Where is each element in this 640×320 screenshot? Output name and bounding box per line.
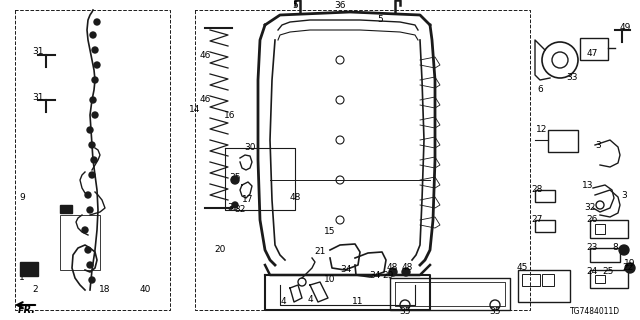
Text: 3: 3 [595, 140, 601, 149]
Text: 18: 18 [99, 285, 111, 294]
Text: 36: 36 [334, 2, 346, 11]
Text: 30: 30 [244, 143, 256, 153]
Circle shape [87, 207, 93, 213]
Bar [20, 262, 38, 276]
Text: 35: 35 [399, 308, 411, 316]
Text: 33: 33 [566, 74, 578, 83]
Circle shape [89, 142, 95, 148]
Text: 46: 46 [199, 51, 211, 60]
Text: 47: 47 [586, 50, 598, 59]
Text: 26: 26 [586, 215, 598, 225]
Text: 4: 4 [307, 295, 313, 305]
Text: 1: 1 [19, 274, 25, 283]
Circle shape [89, 172, 95, 178]
Bar [590, 248, 620, 262]
Circle shape [85, 192, 91, 198]
Bar [590, 220, 628, 238]
Bar [60, 205, 72, 213]
Bar [580, 38, 608, 60]
Bar [60, 215, 100, 270]
Text: 45: 45 [516, 263, 528, 273]
Bar [595, 275, 605, 283]
Circle shape [402, 268, 410, 276]
Circle shape [92, 77, 98, 83]
Circle shape [90, 32, 96, 38]
Circle shape [87, 262, 93, 268]
Circle shape [85, 247, 91, 253]
Circle shape [92, 47, 98, 53]
Text: 22: 22 [622, 263, 634, 273]
Text: 8: 8 [612, 244, 618, 252]
Text: 5: 5 [377, 15, 383, 25]
Bar [590, 270, 628, 288]
Text: 48: 48 [401, 263, 413, 273]
Bar [518, 270, 570, 302]
Text: 35: 35 [489, 308, 500, 316]
Text: 34: 34 [340, 266, 352, 275]
Text: 5: 5 [292, 2, 298, 11]
Circle shape [87, 127, 93, 133]
Text: 24: 24 [586, 268, 598, 276]
Text: 31: 31 [32, 92, 44, 101]
Text: 33: 33 [227, 204, 239, 212]
Text: TG7484011D: TG7484011D [570, 308, 620, 316]
Bar [595, 224, 605, 234]
Circle shape [94, 62, 100, 68]
Circle shape [91, 157, 97, 163]
Text: 15: 15 [324, 228, 336, 236]
Text: 13: 13 [582, 180, 594, 189]
Bar [535, 190, 555, 202]
Circle shape [231, 176, 239, 184]
Text: 49: 49 [620, 22, 630, 31]
Text: 25: 25 [602, 268, 614, 276]
Text: 3: 3 [621, 190, 627, 199]
Text: 40: 40 [140, 285, 150, 294]
Circle shape [625, 263, 635, 273]
Bar [535, 220, 555, 232]
Text: 9: 9 [19, 194, 25, 203]
Text: 6: 6 [537, 85, 543, 94]
Text: 32: 32 [234, 205, 246, 214]
Text: 14: 14 [189, 106, 201, 115]
Text: 46: 46 [199, 95, 211, 105]
Text: 2: 2 [32, 285, 38, 294]
Bar [542, 274, 554, 286]
Text: 4: 4 [280, 298, 286, 307]
Text: 10: 10 [324, 276, 336, 284]
Text: 17: 17 [243, 196, 253, 204]
Text: 21: 21 [314, 247, 326, 257]
Circle shape [389, 268, 397, 276]
Text: 19: 19 [624, 260, 636, 268]
Text: 29: 29 [382, 271, 394, 281]
Text: 35: 35 [229, 172, 241, 181]
Circle shape [90, 97, 96, 103]
Text: 23: 23 [586, 244, 598, 252]
Circle shape [92, 112, 98, 118]
Bar [25, 248, 41, 260]
Circle shape [232, 202, 238, 208]
Text: FR.: FR. [18, 305, 36, 315]
Text: 48: 48 [289, 193, 301, 202]
Text: 20: 20 [214, 245, 226, 254]
Text: 48: 48 [387, 263, 397, 273]
Circle shape [82, 227, 88, 233]
Text: 31: 31 [32, 47, 44, 57]
Text: 28: 28 [531, 186, 543, 195]
Text: 34: 34 [369, 270, 381, 279]
Text: 12: 12 [536, 125, 548, 134]
Circle shape [619, 245, 629, 255]
Circle shape [89, 277, 95, 283]
Bar [548, 130, 578, 152]
Circle shape [94, 19, 100, 25]
Text: 11: 11 [352, 298, 364, 307]
Text: 27: 27 [531, 215, 543, 225]
Text: 32: 32 [584, 204, 596, 212]
Bar [522, 274, 540, 286]
Text: 16: 16 [224, 110, 236, 119]
